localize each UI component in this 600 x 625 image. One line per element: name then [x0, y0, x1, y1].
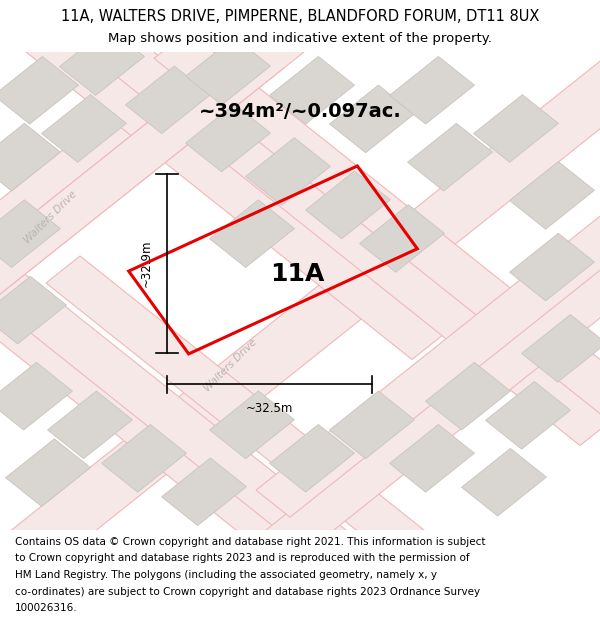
Polygon shape — [47, 391, 133, 459]
Polygon shape — [407, 123, 493, 191]
Text: Contains OS data © Crown copyright and database right 2021. This information is : Contains OS data © Crown copyright and d… — [15, 537, 485, 547]
Polygon shape — [0, 89, 344, 589]
Polygon shape — [305, 171, 391, 239]
Polygon shape — [509, 233, 595, 301]
Polygon shape — [0, 123, 61, 191]
Polygon shape — [0, 200, 61, 268]
Polygon shape — [161, 458, 247, 526]
Polygon shape — [329, 391, 415, 459]
Text: Walters Drive: Walters Drive — [203, 337, 259, 393]
Polygon shape — [359, 204, 445, 272]
Text: co-ordinates) are subject to Crown copyright and database rights 2023 Ordnance S: co-ordinates) are subject to Crown copyr… — [15, 586, 480, 596]
Polygon shape — [185, 104, 271, 172]
Polygon shape — [59, 28, 145, 96]
Polygon shape — [209, 200, 295, 268]
Text: 100026316.: 100026316. — [15, 603, 77, 613]
Polygon shape — [46, 256, 600, 625]
Polygon shape — [0, 0, 446, 359]
Polygon shape — [0, 0, 600, 446]
Polygon shape — [185, 38, 271, 105]
Polygon shape — [521, 314, 600, 382]
Polygon shape — [425, 362, 511, 430]
Polygon shape — [0, 175, 494, 625]
Text: to Crown copyright and database rights 2023 and is reproduced with the permissio: to Crown copyright and database rights 2… — [15, 553, 470, 563]
Polygon shape — [41, 94, 127, 162]
Text: ~32.5m: ~32.5m — [246, 402, 293, 414]
Polygon shape — [0, 56, 79, 124]
Polygon shape — [245, 138, 331, 205]
Polygon shape — [0, 276, 67, 344]
Polygon shape — [389, 424, 475, 492]
Polygon shape — [509, 162, 595, 229]
Polygon shape — [269, 424, 355, 492]
Text: ~32.9m: ~32.9m — [139, 240, 152, 288]
Text: Map shows position and indicative extent of the property.: Map shows position and indicative extent… — [108, 32, 492, 45]
Polygon shape — [0, 362, 73, 430]
Polygon shape — [329, 85, 415, 152]
Text: 11A: 11A — [270, 262, 324, 286]
Polygon shape — [154, 31, 600, 531]
Polygon shape — [5, 439, 91, 506]
Polygon shape — [0, 0, 442, 490]
Text: ~394m²/~0.097ac.: ~394m²/~0.097ac. — [199, 102, 401, 121]
Text: HM Land Registry. The polygons (including the associated geometry, namely x, y: HM Land Registry. The polygons (includin… — [15, 570, 437, 580]
Polygon shape — [209, 391, 295, 459]
Polygon shape — [136, 161, 600, 625]
Polygon shape — [269, 56, 355, 124]
Polygon shape — [473, 94, 559, 162]
Polygon shape — [256, 17, 600, 518]
Polygon shape — [389, 56, 475, 124]
Polygon shape — [0, 44, 600, 625]
Text: Walters Drive: Walters Drive — [23, 189, 79, 245]
Polygon shape — [125, 66, 211, 134]
Polygon shape — [485, 381, 571, 449]
Polygon shape — [0, 41, 284, 541]
Polygon shape — [101, 424, 187, 492]
Polygon shape — [0, 0, 464, 398]
Polygon shape — [461, 448, 547, 516]
Text: 11A, WALTERS DRIVE, PIMPERNE, BLANDFORD FORUM, DT11 8UX: 11A, WALTERS DRIVE, PIMPERNE, BLANDFORD … — [61, 9, 539, 24]
